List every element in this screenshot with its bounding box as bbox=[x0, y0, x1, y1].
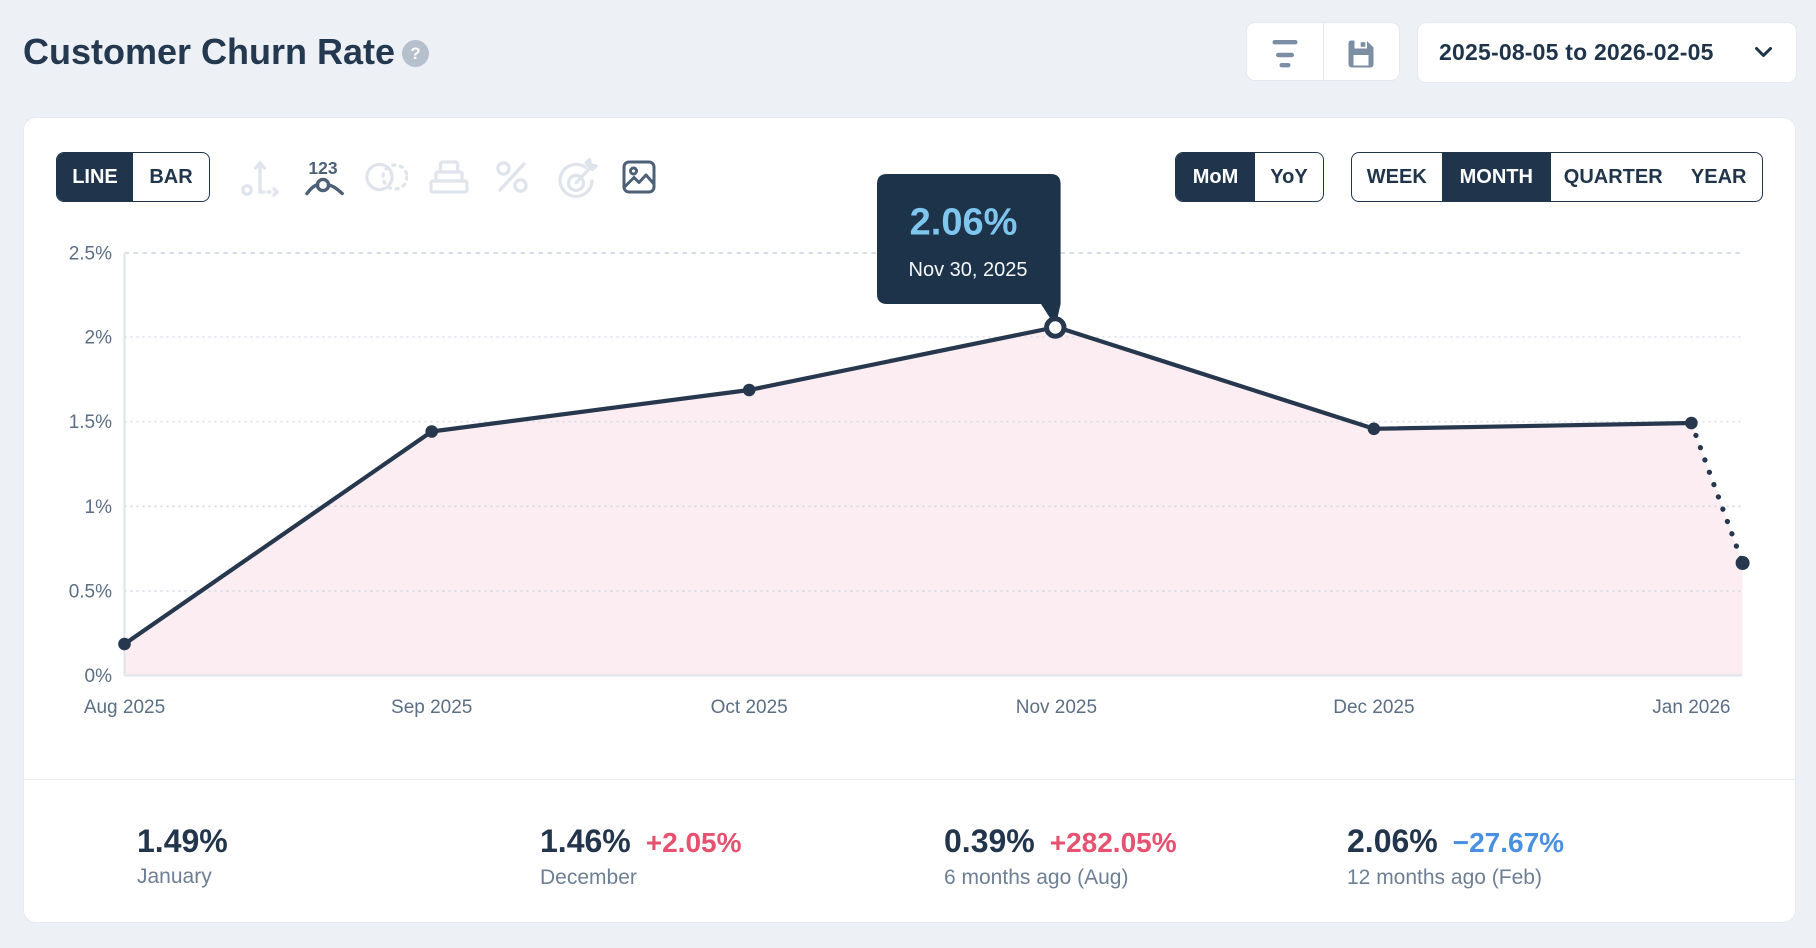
svg-text:2.06%: 2.06% bbox=[910, 202, 1018, 244]
svg-text:123: 123 bbox=[308, 158, 337, 178]
svg-text:2%: 2% bbox=[85, 328, 113, 349]
svg-text:1.5%: 1.5% bbox=[69, 412, 112, 433]
svg-text:2.5%: 2.5% bbox=[69, 244, 112, 265]
svg-text:1%: 1% bbox=[85, 497, 113, 518]
svg-text:Nov 2025: Nov 2025 bbox=[1016, 697, 1097, 718]
svg-text:Oct 2025: Oct 2025 bbox=[711, 697, 788, 718]
svg-text:0.5%: 0.5% bbox=[69, 582, 112, 603]
svg-text:Aug 2025: Aug 2025 bbox=[84, 697, 165, 718]
svg-text:Dec 2025: Dec 2025 bbox=[1333, 697, 1414, 718]
svg-text:0%: 0% bbox=[85, 666, 113, 687]
svg-text:Nov 30, 2025: Nov 30, 2025 bbox=[909, 259, 1028, 281]
svg-text:Jan 2026: Jan 2026 bbox=[1652, 697, 1730, 718]
svg-text:Sep 2025: Sep 2025 bbox=[391, 697, 472, 718]
